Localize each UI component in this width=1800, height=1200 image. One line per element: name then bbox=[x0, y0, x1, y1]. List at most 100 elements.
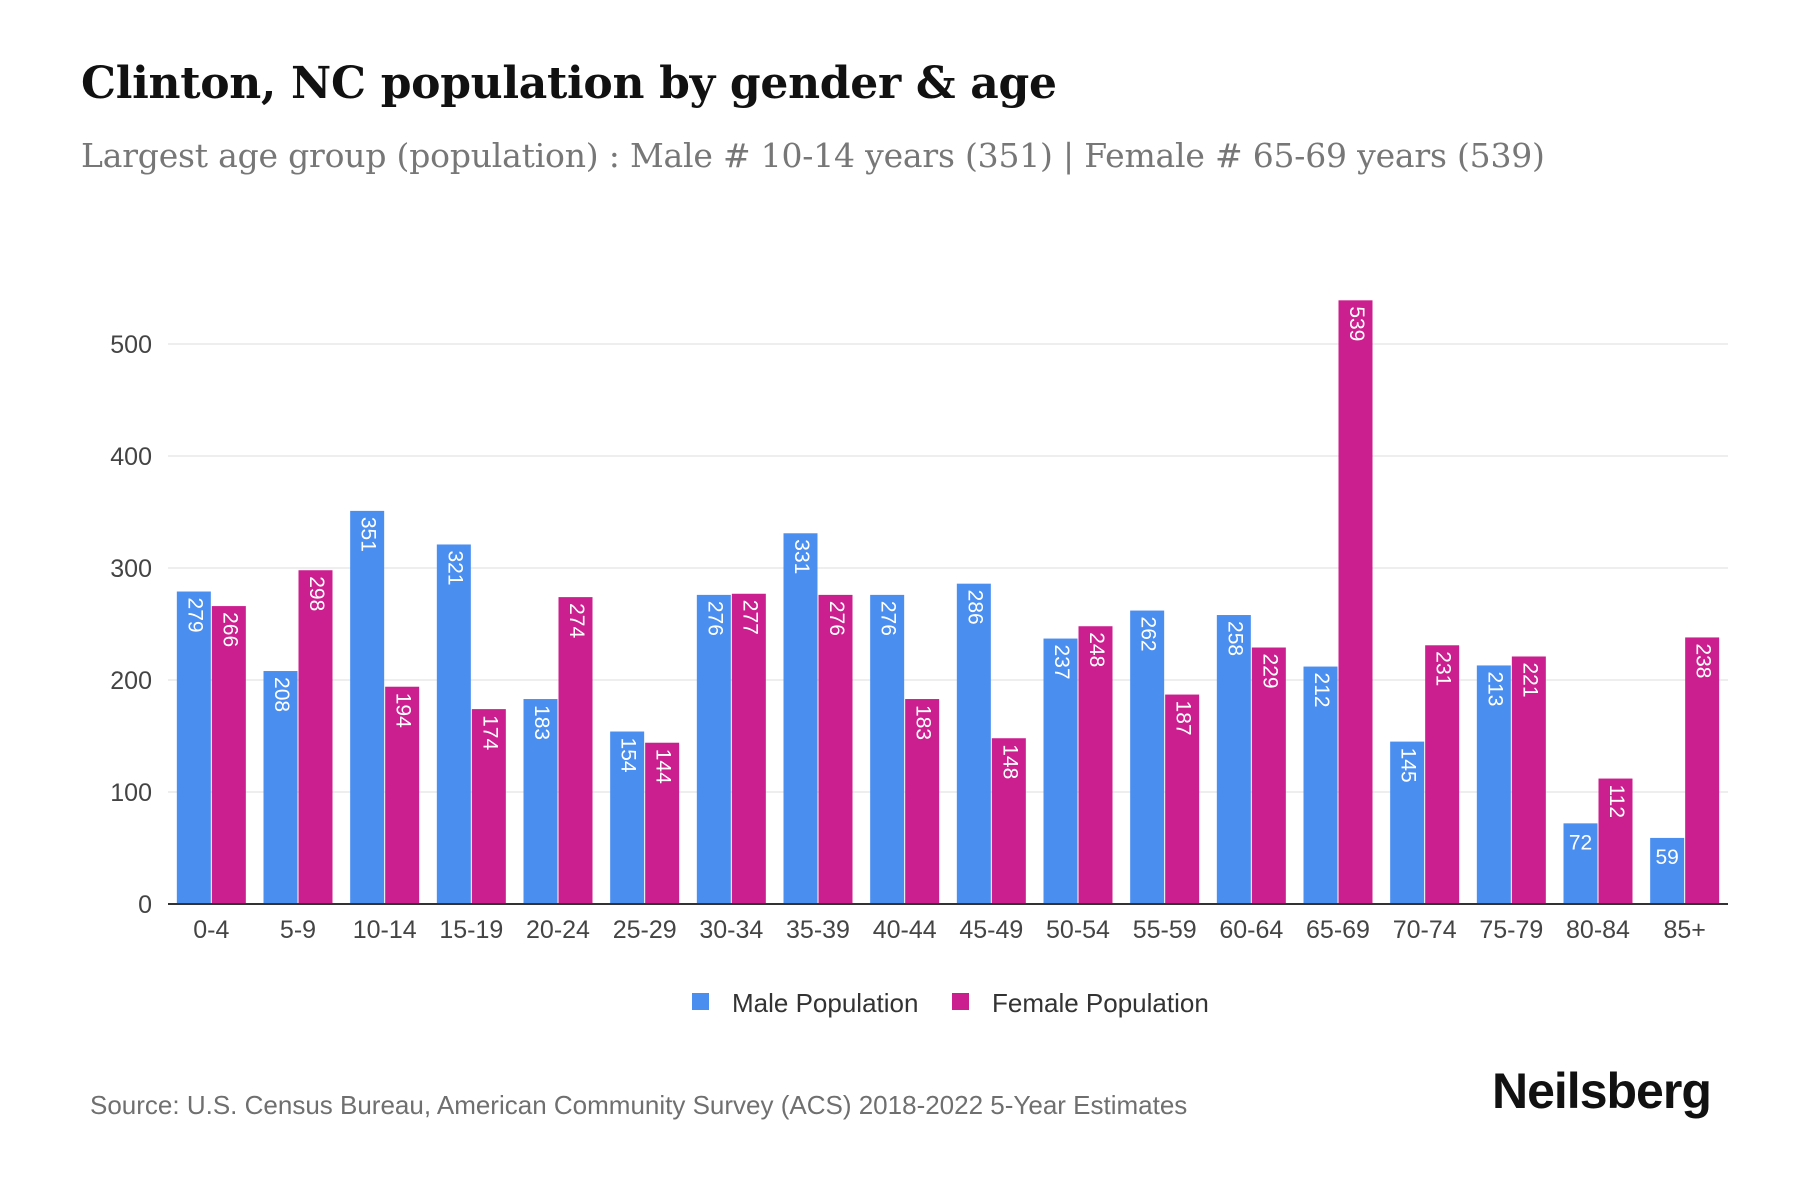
value-label: 262 bbox=[1137, 617, 1160, 652]
female-bar-10-14 bbox=[385, 686, 420, 904]
y-tick-label: 100 bbox=[110, 779, 152, 807]
x-tick-label: 40-44 bbox=[873, 916, 937, 944]
male-bar-20-24 bbox=[523, 699, 558, 904]
male-bar-45-49 bbox=[956, 583, 991, 904]
value-label: 276 bbox=[825, 601, 848, 636]
value-label: 148 bbox=[998, 744, 1021, 779]
x-tick-label: 50-54 bbox=[1046, 916, 1110, 944]
female-bar-0-4 bbox=[211, 606, 246, 904]
value-label: 208 bbox=[270, 677, 293, 712]
female-bar-50-54 bbox=[1078, 626, 1113, 904]
male-bar-65-69 bbox=[1303, 666, 1338, 904]
value-label: 321 bbox=[443, 550, 466, 585]
female-bar-35-39 bbox=[818, 594, 853, 904]
female-bar-70-74 bbox=[1425, 645, 1460, 904]
value-label: 258 bbox=[1223, 621, 1246, 656]
value-label: 274 bbox=[565, 603, 588, 638]
female-bar-30-34 bbox=[731, 593, 766, 904]
legend-label-male: Male Population bbox=[732, 988, 918, 1018]
x-tick-label: 10-14 bbox=[353, 916, 417, 944]
x-tick-label: 55-59 bbox=[1133, 916, 1197, 944]
chart-subtitle: Largest age group (population) : Male # … bbox=[81, 136, 1545, 175]
value-label: 276 bbox=[703, 601, 726, 636]
female-bar-55-59 bbox=[1165, 694, 1200, 904]
male-bar-55-59 bbox=[1130, 610, 1165, 904]
x-tick-label: 15-19 bbox=[439, 916, 503, 944]
value-label: 286 bbox=[963, 590, 986, 625]
value-label: 248 bbox=[1085, 632, 1108, 667]
male-bar-70-74 bbox=[1390, 741, 1425, 904]
value-label: 229 bbox=[1258, 654, 1281, 689]
x-tick-label: 20-24 bbox=[526, 916, 590, 944]
male-bar-60-64 bbox=[1216, 615, 1251, 904]
x-tick-label: 25-29 bbox=[613, 916, 677, 944]
x-tick-label: 75-79 bbox=[1479, 916, 1543, 944]
y-tick-label: 400 bbox=[110, 443, 152, 471]
male-bar-85+ bbox=[1650, 837, 1685, 904]
female-bar-25-29 bbox=[645, 742, 680, 904]
value-label: 144 bbox=[652, 749, 675, 784]
x-tick-label: 85+ bbox=[1663, 916, 1705, 944]
x-tick-label: 0-4 bbox=[193, 916, 229, 944]
female-bar-15-19 bbox=[471, 709, 506, 904]
brand-logo: Neilsberg bbox=[1492, 1063, 1712, 1119]
legend-label-female: Female Population bbox=[992, 988, 1209, 1018]
male-bar-30-34 bbox=[696, 594, 731, 904]
male-bar-50-54 bbox=[1043, 638, 1078, 904]
value-label: 59 bbox=[1655, 846, 1678, 869]
male-bar-80-84 bbox=[1563, 823, 1598, 904]
value-label: 298 bbox=[305, 576, 328, 611]
value-label: 276 bbox=[877, 601, 900, 636]
value-label: 183 bbox=[530, 705, 553, 740]
population-bar-chart: 279 266 208 298 351 194 321 174 183 274 154 144 276 2… bbox=[110, 300, 1728, 1018]
source-note: Source: U.S. Census Bureau, American Com… bbox=[90, 1090, 1188, 1120]
y-tick-label: 0 bbox=[138, 891, 152, 919]
x-tick-label: 30-34 bbox=[699, 916, 763, 944]
x-tick-label: 60-64 bbox=[1219, 916, 1283, 944]
value-label: 72 bbox=[1569, 831, 1592, 854]
x-tick-label: 45-49 bbox=[959, 916, 1023, 944]
value-label: 266 bbox=[218, 612, 241, 647]
value-label: 351 bbox=[357, 517, 380, 552]
value-label: 331 bbox=[790, 539, 813, 574]
value-label: 279 bbox=[183, 598, 206, 633]
value-label: 277 bbox=[738, 600, 761, 635]
female-bar-5-9 bbox=[298, 570, 333, 904]
x-tick-label: 65-69 bbox=[1306, 916, 1370, 944]
chart-title: Clinton, NC population by gender & age bbox=[81, 58, 1057, 109]
female-bar-65-69 bbox=[1338, 300, 1373, 904]
value-label: 231 bbox=[1432, 651, 1455, 686]
y-tick-label: 300 bbox=[110, 555, 152, 583]
male-bar-75-79 bbox=[1476, 665, 1511, 904]
male-bar-15-19 bbox=[436, 544, 471, 904]
male-bar-10-14 bbox=[350, 510, 385, 904]
female-bar-40-44 bbox=[905, 699, 940, 904]
value-label: 112 bbox=[1605, 785, 1628, 818]
female-bar-75-79 bbox=[1511, 656, 1546, 904]
value-label: 183 bbox=[912, 705, 935, 740]
value-label: 238 bbox=[1692, 643, 1715, 678]
legend-swatch-female bbox=[952, 993, 969, 1010]
x-tick-label: 70-74 bbox=[1393, 916, 1457, 944]
value-label: 154 bbox=[617, 738, 640, 773]
x-tick-label: 35-39 bbox=[786, 916, 850, 944]
value-label: 237 bbox=[1050, 645, 1073, 680]
value-label: 187 bbox=[1172, 701, 1195, 736]
y-tick-label: 500 bbox=[110, 331, 152, 359]
male-bar-5-9 bbox=[263, 671, 298, 904]
female-bar-45-49 bbox=[991, 738, 1026, 904]
male-bar-25-29 bbox=[610, 731, 645, 904]
x-tick-label: 5-9 bbox=[280, 916, 316, 944]
x-tick-label: 80-84 bbox=[1566, 916, 1630, 944]
value-label: 221 bbox=[1518, 662, 1541, 697]
male-bar-35-39 bbox=[783, 533, 818, 904]
female-bar-20-24 bbox=[558, 597, 593, 904]
male-bar-0-4 bbox=[176, 591, 211, 904]
value-label: 145 bbox=[1397, 748, 1420, 783]
legend-swatch-male bbox=[692, 993, 709, 1010]
value-label: 212 bbox=[1310, 673, 1333, 708]
y-tick-label: 200 bbox=[110, 667, 152, 695]
female-bar-60-64 bbox=[1251, 647, 1286, 904]
female-bar-85+ bbox=[1685, 637, 1720, 904]
value-label: 213 bbox=[1483, 671, 1506, 706]
